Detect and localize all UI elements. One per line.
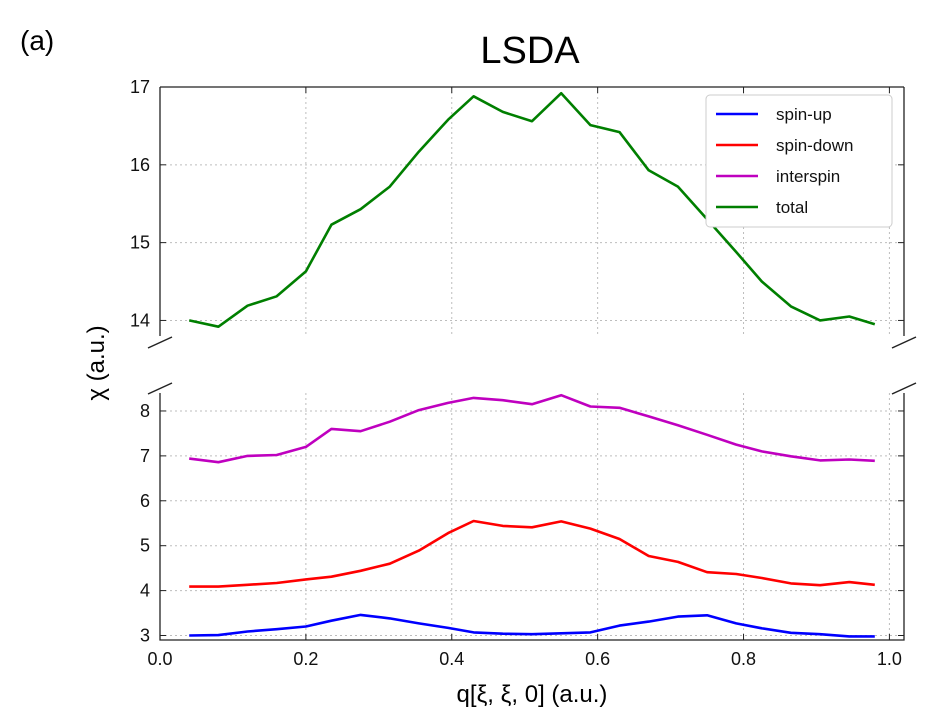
x-axis-label: q[ξ, ξ, 0] (a.u.) [457,681,608,708]
y-tick-label: 7 [140,446,150,466]
y-tick-label: 15 [130,233,150,253]
x-tick-label: 0.4 [439,649,464,669]
bottom-panel [159,393,905,641]
ticks [159,86,904,640]
x-tick-label: 0.2 [293,649,318,669]
series-top [188,91,876,329]
top-panel-frame [159,86,905,336]
panel-label: (a) [20,25,54,56]
series-line-interspin [189,393,875,464]
chart-title: LSDA [480,30,580,72]
legend-label-total: total [776,198,808,217]
series-line-total [188,91,876,329]
y-tick-label: 5 [140,536,150,556]
y-tick-label: 16 [130,155,150,175]
x-tick-label: 0.6 [585,649,610,669]
legend-box [705,94,893,228]
grid-bottom [160,393,904,640]
break-mark-right-bottom [891,382,917,395]
break-mark-right-top [891,336,917,349]
break-mark-left-bottom [147,382,173,395]
y-tick-label: 17 [130,77,150,97]
legend: spin-up spin-down interspin total [705,94,893,228]
y-tick-label: 3 [140,626,150,646]
bottom-panel-frame [159,393,905,641]
series-line-spin-down [189,519,875,588]
y-axis-label: χ (a.u.) [83,325,110,400]
y-tick-label: 4 [140,581,150,601]
x-tick-label: 0.8 [731,649,756,669]
tick-labels: 0.0 0.2 0.4 0.6 0.8 1.0 14 15 16 17 3 4 5 6 7 8 [130,77,902,669]
y-tick-label: 8 [140,401,150,421]
y-tick-label: 14 [130,310,150,330]
legend-label-spin-up: spin-up [776,105,832,124]
series-line-spin-up [189,613,875,638]
legend-label-spin-down: spin-down [776,136,854,155]
x-tick-label: 1.0 [877,649,902,669]
axis-break-marks [147,336,917,395]
break-mark-left-top [147,336,173,349]
legend-label-interspin: interspin [776,167,840,186]
series-bottom [189,393,875,638]
x-tick-label: 0.0 [147,649,172,669]
y-tick-label: 6 [140,491,150,511]
